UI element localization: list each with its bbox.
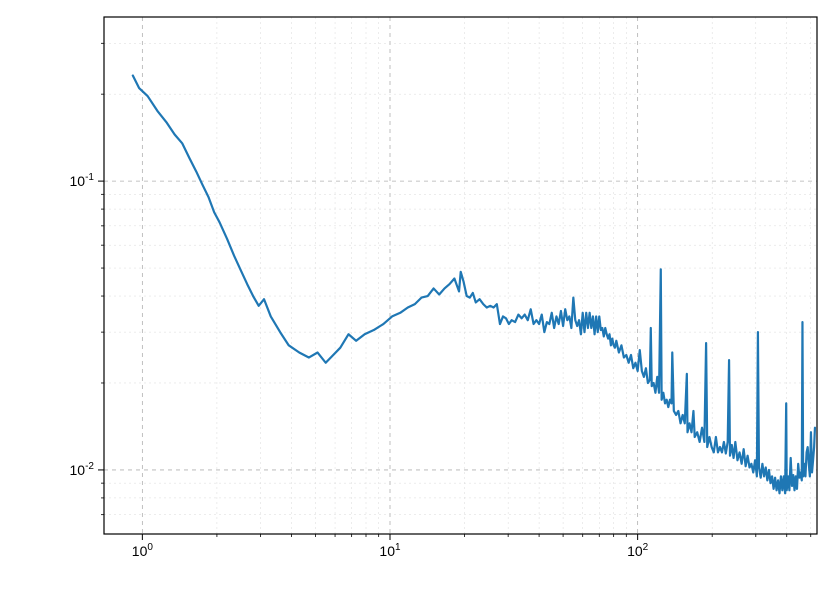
log-log-line-chart: 10010110210-210-1	[0, 0, 838, 590]
chart-svg: 10010110210-210-1	[0, 0, 838, 590]
